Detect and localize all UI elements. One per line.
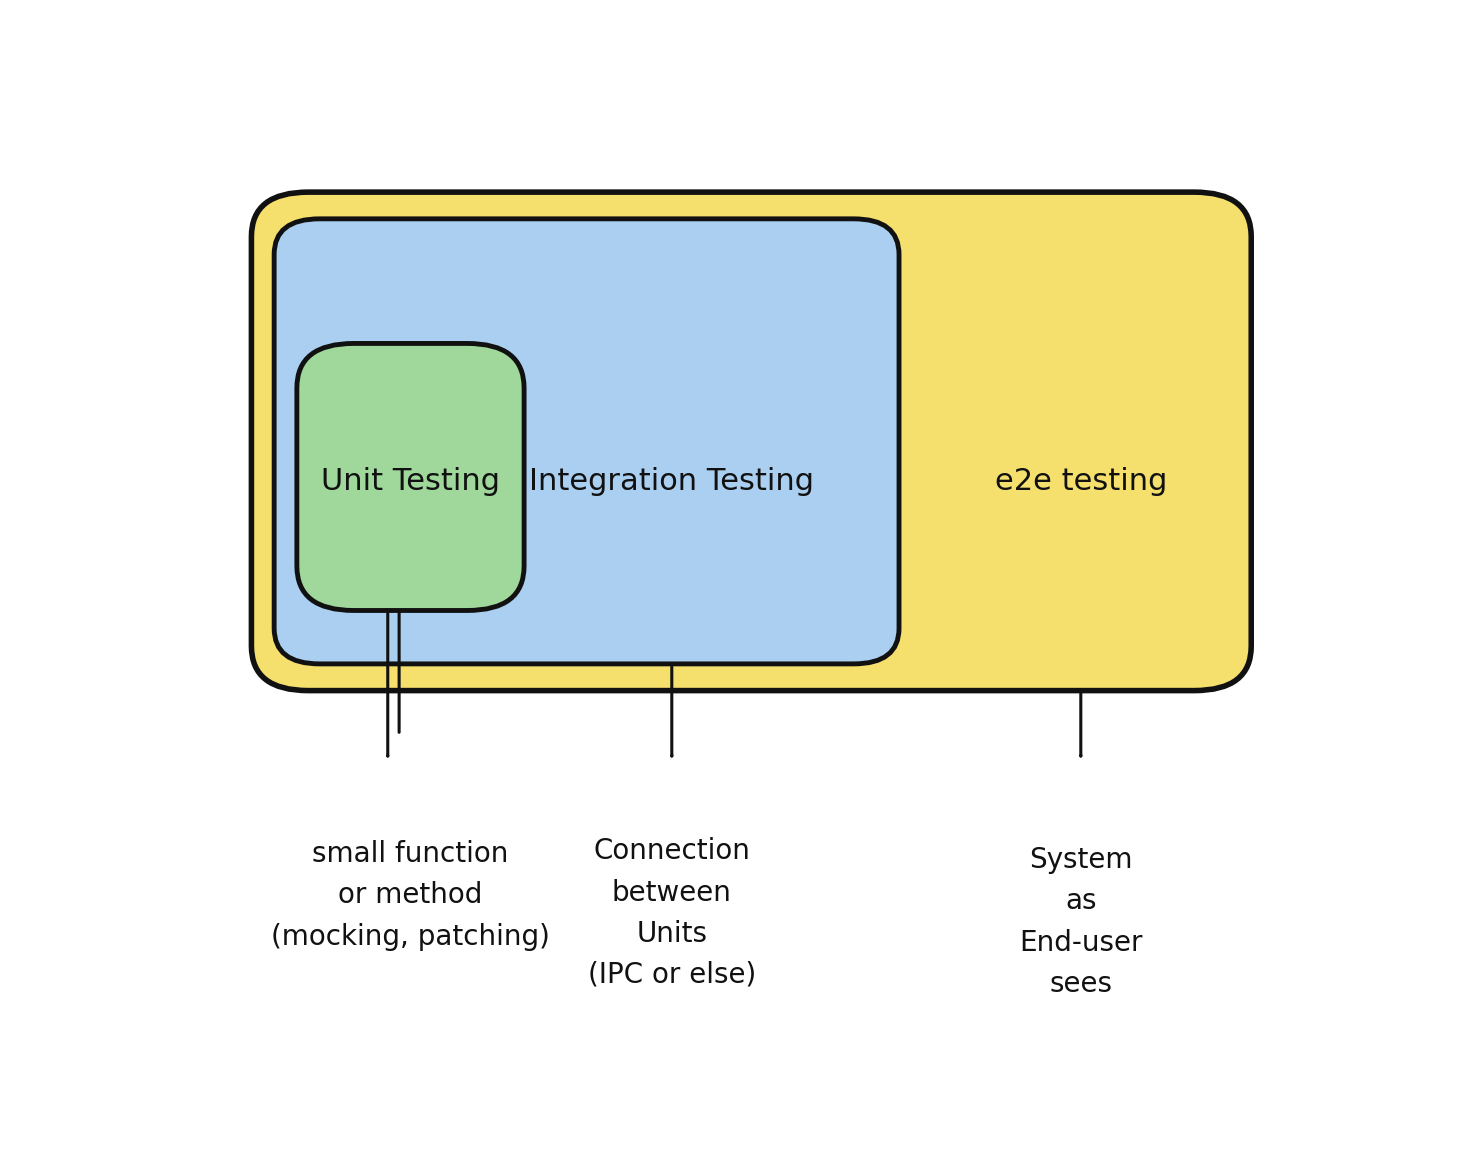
Text: Unit Testing: Unit Testing (321, 467, 500, 496)
Text: Integration Testing: Integration Testing (529, 467, 814, 496)
FancyBboxPatch shape (274, 218, 899, 664)
Text: Connection
between
Units
(IPC or else): Connection between Units (IPC or else) (588, 837, 756, 988)
Text: small function
or method
(mocking, patching): small function or method (mocking, patch… (271, 840, 550, 950)
FancyBboxPatch shape (296, 343, 525, 610)
FancyBboxPatch shape (252, 192, 1252, 690)
Text: e2e testing: e2e testing (994, 467, 1167, 496)
Text: System
as
End-user
sees: System as End-user sees (1019, 846, 1142, 998)
